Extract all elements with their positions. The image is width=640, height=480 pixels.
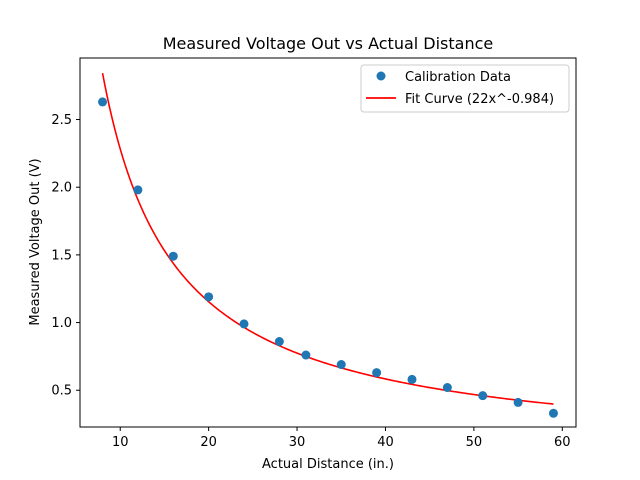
data-point: [336, 360, 346, 370]
y-tick-label: 1.0: [51, 316, 72, 331]
data-point: [133, 185, 143, 195]
y-axis-ticks: 0.5 1.0 1.5 2.0 2.5: [51, 113, 80, 399]
data-point: [513, 397, 523, 407]
legend-box: [360, 64, 570, 113]
data-point: [372, 368, 382, 378]
x-axis-label: Actual Distance (in.): [262, 457, 394, 472]
x-tick-label: 30: [289, 435, 306, 450]
legend-label-fit-curve: Fit Curve (22x^-0.984): [405, 92, 554, 107]
legend-label-calibration-data: Calibration Data: [405, 70, 511, 85]
x-tick-label: 20: [200, 435, 217, 450]
data-point: [548, 408, 558, 418]
data-point: [301, 350, 311, 360]
scatter-points-layer: [98, 97, 558, 418]
y-tick-label: 2.0: [51, 181, 72, 196]
x-tick-label: 40: [377, 435, 394, 450]
plot-frame: [79, 57, 577, 428]
data-point: [407, 374, 417, 384]
chart-title: Measured Voltage Out vs Actual Distance: [163, 34, 494, 53]
data-point: [168, 251, 178, 261]
x-tick-label: 60: [554, 435, 571, 450]
plot-area: [98, 72, 558, 418]
x-tick-label: 50: [466, 435, 483, 450]
data-point: [478, 391, 488, 401]
x-axis-ticks: 10 20 30 40 50 60: [112, 427, 571, 450]
y-tick-label: 1.5: [51, 248, 72, 263]
y-tick-label: 0.5: [51, 384, 72, 399]
data-point: [98, 97, 108, 107]
legend: Calibration Data Fit Curve (22x^-0.984): [360, 64, 570, 113]
data-point: [204, 292, 214, 302]
y-axis-label: Measured Voltage Out (V): [28, 158, 43, 325]
data-point: [239, 319, 249, 329]
legend-marker-calibration-data: [376, 71, 386, 81]
x-tick-label: 10: [112, 435, 129, 450]
y-tick-label: 2.5: [51, 113, 72, 128]
data-point: [274, 337, 284, 347]
data-point: [442, 383, 452, 393]
